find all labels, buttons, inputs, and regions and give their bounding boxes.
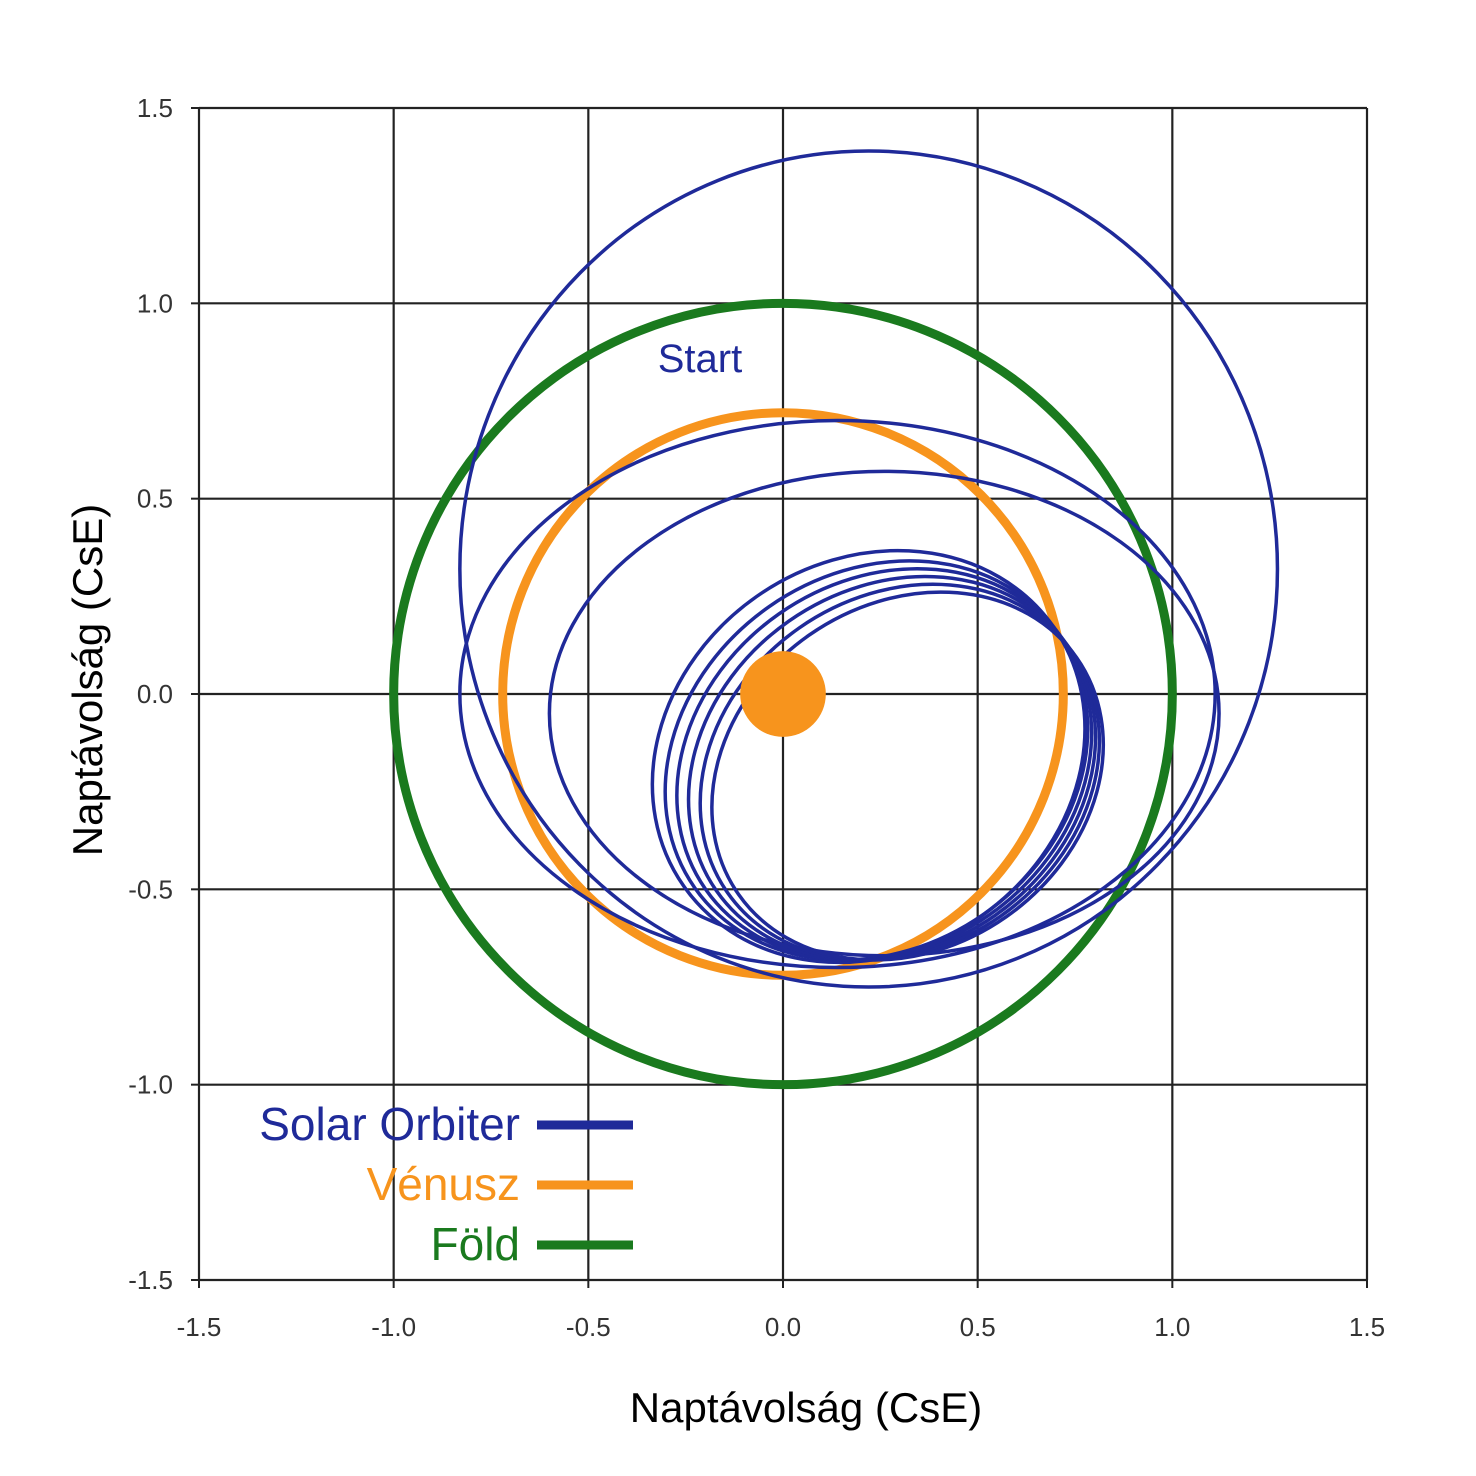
legend-label: Solar Orbiter — [259, 1098, 520, 1150]
y-tick-label: -1.5 — [128, 1265, 173, 1295]
solar-orbiter-orbit — [710, 590, 1106, 962]
planet-orbit — [498, 408, 1068, 980]
legend-label: Vénusz — [367, 1158, 520, 1210]
x-axis-title: Naptávolság (CsE) — [630, 1384, 982, 1431]
y-tick-label: -0.5 — [128, 874, 173, 904]
y-tick-label: -1.0 — [128, 1070, 173, 1100]
y-tick-label: 1.0 — [137, 288, 173, 318]
x-tick-label: 1.0 — [1154, 1312, 1190, 1342]
legend: Solar Orbiter Vénusz Föld — [259, 1098, 633, 1270]
x-tick-label: -1.0 — [371, 1312, 416, 1342]
grid-lines — [191, 106, 1369, 1288]
x-tick-label: 0.0 — [765, 1312, 801, 1342]
tick-labels: -1.5 -1.0 -0.5 0.0 0.5 1.0 1.5 1.5 1.0 0.5 0.0 -0.5… — [128, 93, 1385, 1342]
x-tick-label: -1.5 — [177, 1312, 222, 1342]
y-tick-label: 0.5 — [137, 484, 173, 514]
y-tick-label: 0.0 — [137, 679, 173, 709]
y-tick-label: 1.5 — [137, 93, 173, 123]
solar-orbiter-orbit — [458, 149, 1280, 989]
x-tick-label: -0.5 — [566, 1312, 611, 1342]
sun-layer — [740, 651, 826, 737]
legend-label: Föld — [431, 1218, 520, 1270]
start-annotation: Start — [658, 337, 742, 381]
sun-marker — [740, 651, 826, 737]
x-tick-label: 1.5 — [1349, 1312, 1385, 1342]
planet-orbit — [389, 298, 1177, 1090]
orbits — [389, 149, 1280, 1090]
x-tick-label: 0.5 — [960, 1312, 996, 1342]
solar-orbiter-orbit — [458, 418, 1217, 970]
solar-orbiter-orbit — [547, 469, 1221, 958]
y-axis-title: Naptávolság (CsE) — [64, 504, 111, 856]
